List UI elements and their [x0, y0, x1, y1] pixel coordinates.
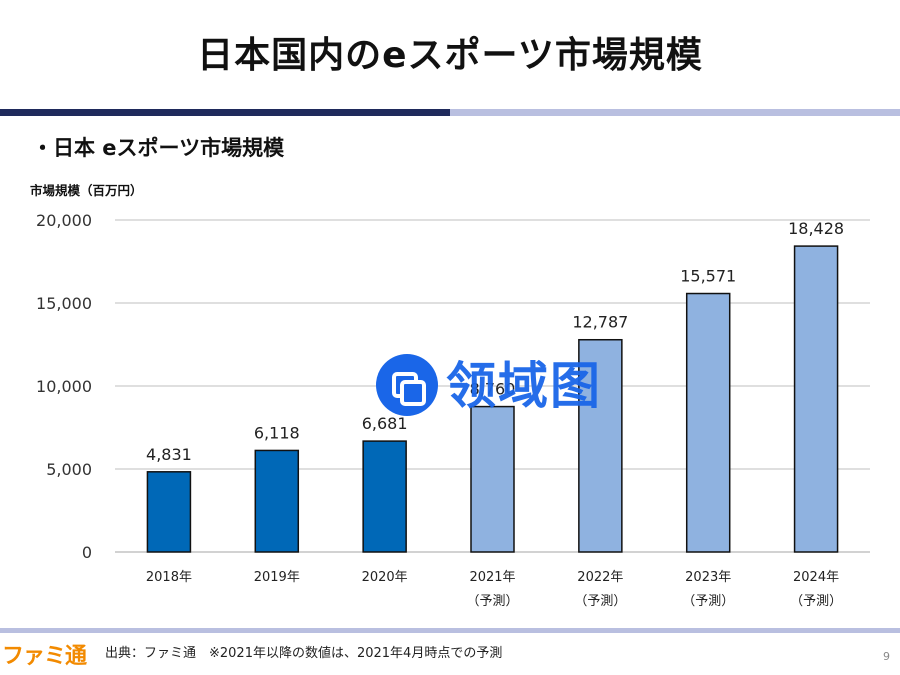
bar: [362, 440, 407, 553]
bar-chart: 0 5,000 10,000 15,000 20,000 4,831 2018年 6,118 2…: [36, 211, 870, 609]
x-tick-label: 2023年: [685, 570, 731, 585]
section-subtitle: ・日本 eスポーツ市場規模: [32, 136, 285, 160]
y-tick-label: 5,000: [46, 460, 92, 479]
data-label: 18,428: [788, 219, 844, 238]
watermark: 领域图: [376, 354, 646, 418]
x-tick-label: （予測）: [466, 594, 518, 609]
x-tick-label: 2018年: [146, 570, 192, 585]
y-tick-label: 20,000: [36, 211, 92, 230]
page-number: 9: [883, 650, 890, 663]
source-note: 出典：ファミ通 ※2021年以降の数値は、2021年4月時点での予測: [105, 646, 503, 661]
y-axis-label: 市場規模（百万円）: [30, 183, 143, 198]
watermark-logo-icon: [376, 354, 438, 416]
data-label: 6,681: [362, 414, 408, 433]
y-tick-label: 15,000: [36, 294, 92, 313]
x-tick-label: 2024年: [793, 570, 839, 585]
bar: [254, 449, 300, 553]
famitsu-logo: ファミ通: [2, 644, 87, 669]
x-tick-label: 2022年: [577, 570, 623, 585]
footer-band: [0, 628, 900, 633]
x-tick-label: （予測）: [790, 594, 842, 609]
y-tick-label: 0: [82, 543, 92, 562]
bar: [470, 405, 515, 553]
header-band-dark: [0, 109, 450, 116]
bar: [685, 292, 731, 553]
bar: [578, 338, 623, 553]
data-label: 6,118: [254, 423, 300, 442]
x-tick-label: 2019年: [254, 570, 300, 585]
data-label: 4,831: [146, 445, 192, 464]
x-tick-label: （予測）: [682, 594, 734, 609]
data-label: 12,787: [572, 313, 628, 332]
x-tick-label: （予測）: [574, 594, 626, 609]
page-title: 日本国内のeスポーツ市場規模: [197, 35, 703, 76]
y-tick-label: 10,000: [36, 377, 92, 396]
x-tick-label: 2021年: [469, 570, 515, 585]
bar: [793, 245, 839, 553]
data-label: 8,760: [470, 380, 516, 399]
watermark-text: 领域图: [446, 357, 602, 415]
x-tick-label: 2020年: [362, 570, 408, 585]
data-label: 15,571: [680, 267, 736, 286]
bar: [146, 471, 192, 553]
header-band-light: [450, 109, 900, 116]
